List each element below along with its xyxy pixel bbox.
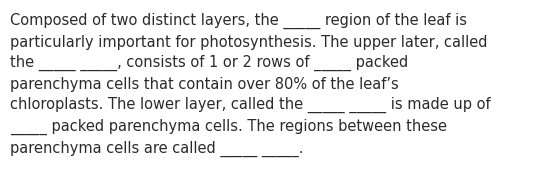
Text: Composed of two distinct layers, the _____ region of the leaf is
particularly im: Composed of two distinct layers, the ___… [10,13,490,157]
